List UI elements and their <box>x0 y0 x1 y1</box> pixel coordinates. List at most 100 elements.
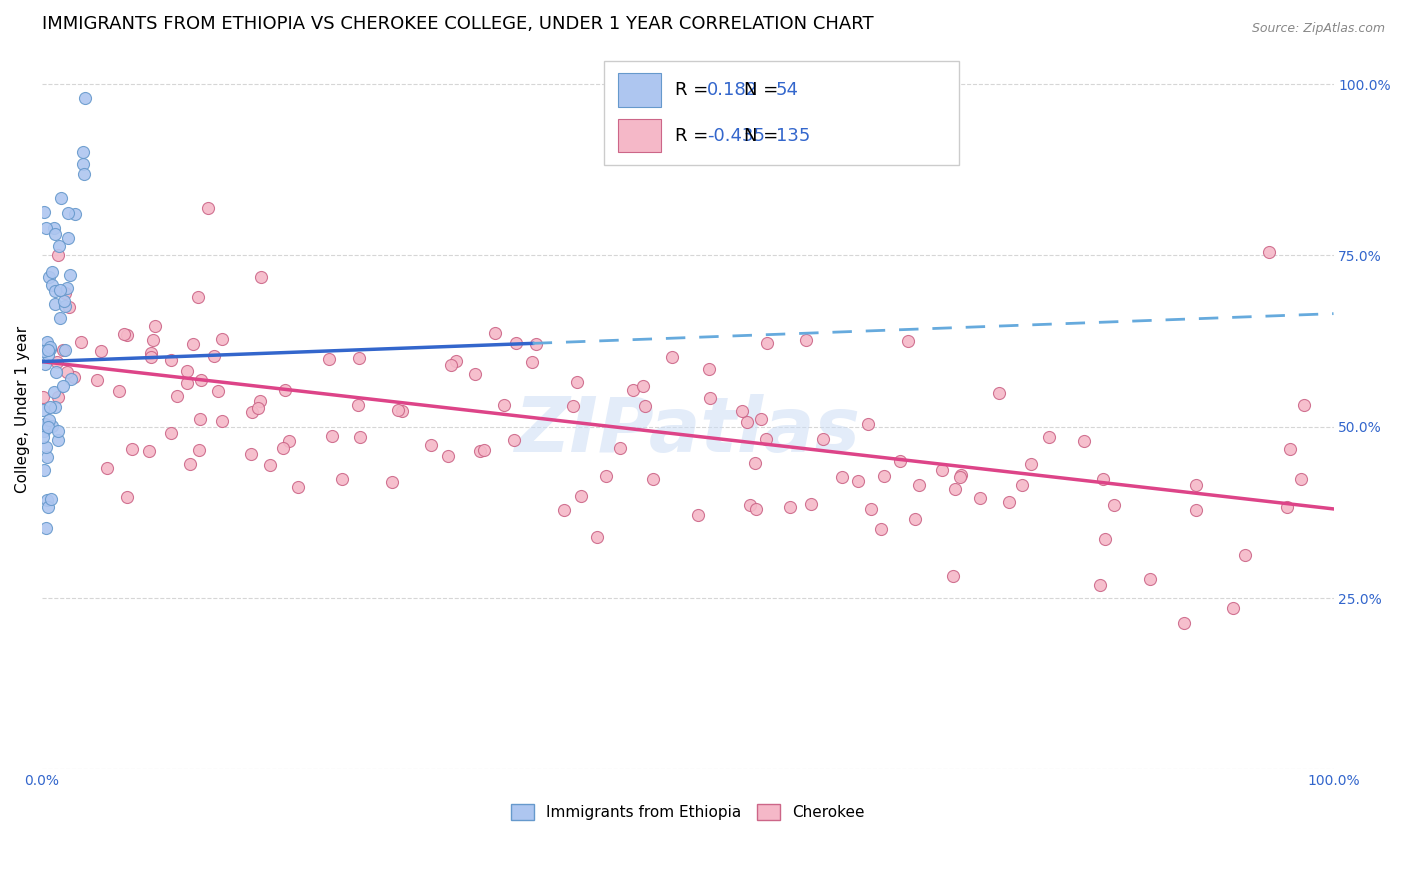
Y-axis label: College, Under 1 year: College, Under 1 year <box>15 326 30 493</box>
Point <box>32 429 55 443</box>
Point <box>1258 244 1281 259</box>
Point <box>520 355 543 369</box>
Point <box>188 443 211 458</box>
Point <box>53 299 76 313</box>
Point <box>41 277 63 292</box>
Point <box>942 568 965 582</box>
Point <box>112 326 135 341</box>
Text: R =: R = <box>675 81 714 99</box>
Point <box>32 343 55 358</box>
Point <box>72 145 94 159</box>
Point <box>108 384 131 398</box>
Point <box>69 334 91 349</box>
Point <box>744 501 766 516</box>
Point <box>55 365 77 379</box>
Point <box>39 492 62 507</box>
Point <box>381 475 404 489</box>
Point <box>553 502 575 516</box>
Point <box>35 493 58 508</box>
Point <box>211 414 233 428</box>
Point <box>1102 498 1125 512</box>
Point <box>949 467 972 482</box>
Bar <box>617 73 661 106</box>
Point <box>179 457 201 471</box>
Point <box>346 398 368 412</box>
Point <box>37 419 59 434</box>
Point <box>166 388 188 402</box>
Point <box>197 201 219 215</box>
Point <box>58 230 80 244</box>
Point <box>595 469 617 483</box>
Point <box>321 428 343 442</box>
Point <box>259 458 281 472</box>
Point <box>52 379 75 393</box>
Text: ZIPatlas: ZIPatlas <box>515 394 860 468</box>
Point <box>1073 434 1095 449</box>
Point <box>631 378 654 392</box>
Point <box>562 399 585 413</box>
Point <box>75 91 97 105</box>
Point <box>1139 573 1161 587</box>
Bar <box>617 119 661 153</box>
Point <box>187 290 209 304</box>
Point <box>90 344 112 359</box>
Text: 54: 54 <box>776 81 799 99</box>
Point <box>811 432 834 446</box>
Point <box>56 281 79 295</box>
Point <box>46 391 69 405</box>
Point <box>1234 548 1257 562</box>
Point <box>72 167 94 181</box>
Point <box>1222 600 1244 615</box>
Point <box>586 530 609 544</box>
Point <box>699 391 721 405</box>
Point <box>1278 442 1301 457</box>
Point <box>330 472 353 486</box>
Point <box>32 403 55 417</box>
Point <box>35 450 58 465</box>
Text: 135: 135 <box>776 127 810 145</box>
Point <box>46 354 69 368</box>
Point <box>190 373 212 387</box>
Point <box>468 444 491 458</box>
Point <box>32 425 55 439</box>
Point <box>34 417 56 431</box>
Point <box>159 353 181 368</box>
Point <box>908 477 931 491</box>
Point <box>735 415 758 429</box>
Point <box>44 400 66 414</box>
Point <box>347 351 370 365</box>
Point <box>755 432 778 446</box>
Point <box>621 383 644 397</box>
Point <box>34 357 56 371</box>
Point <box>207 384 229 398</box>
Point <box>567 375 589 389</box>
Point <box>41 418 63 433</box>
Point <box>46 424 69 438</box>
Point <box>349 430 371 444</box>
Point <box>1292 399 1315 413</box>
Point <box>856 417 879 432</box>
Point <box>246 401 269 416</box>
Point <box>440 358 463 372</box>
Point <box>176 364 198 378</box>
Point <box>641 472 664 486</box>
Point <box>52 343 75 357</box>
Point <box>1088 577 1111 591</box>
Point <box>872 469 894 483</box>
Point <box>239 447 262 461</box>
Point <box>949 470 972 484</box>
Point <box>287 480 309 494</box>
Point <box>484 326 506 341</box>
Point <box>779 500 801 515</box>
Point <box>55 286 77 301</box>
Text: 0.182: 0.182 <box>707 81 758 99</box>
Point <box>904 511 927 525</box>
Point <box>37 500 59 514</box>
Point <box>472 443 495 458</box>
Point <box>59 372 82 386</box>
Point <box>1094 532 1116 546</box>
Point <box>945 482 967 496</box>
Point <box>42 385 65 400</box>
Point <box>32 390 55 404</box>
Point <box>35 220 58 235</box>
